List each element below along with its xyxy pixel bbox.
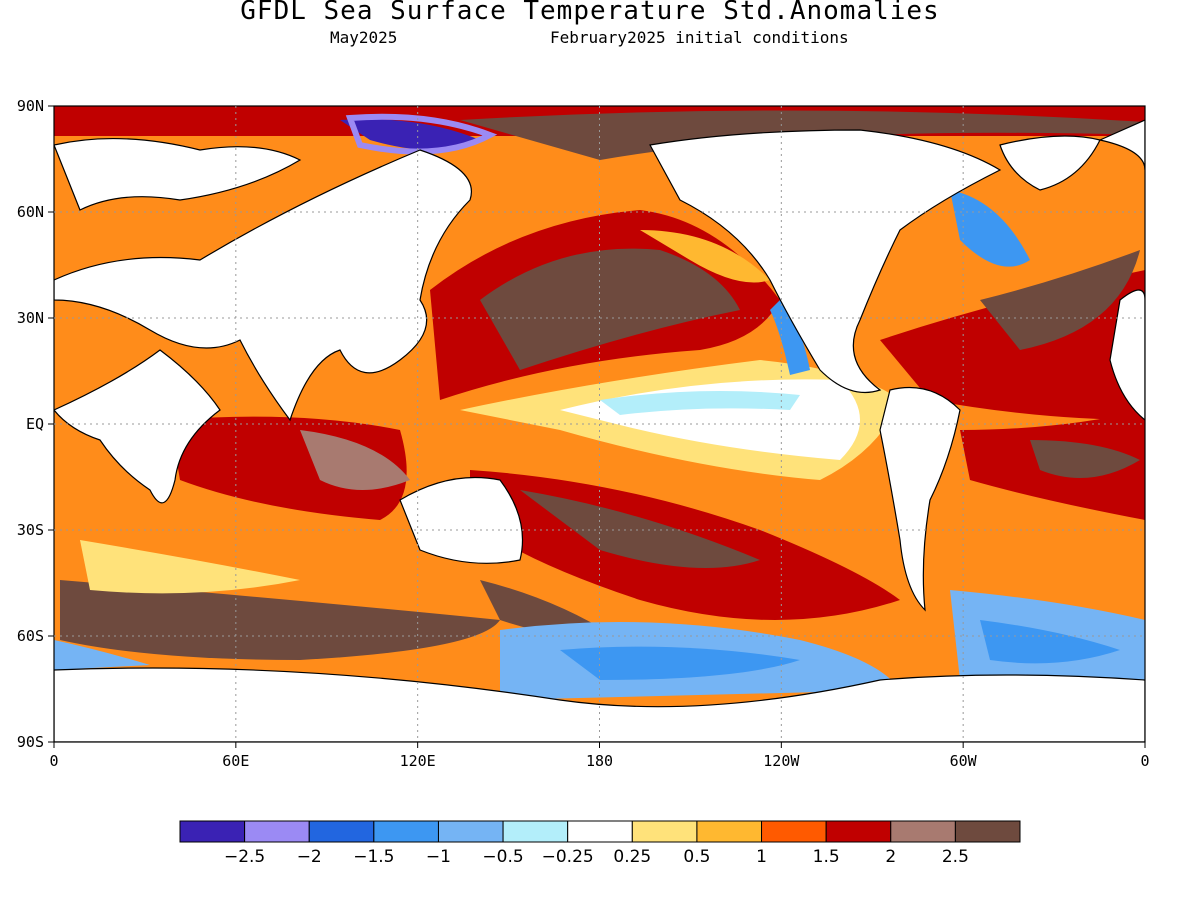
calif-cool bbox=[770, 300, 810, 375]
colorbar-label: −1.5 bbox=[353, 847, 394, 867]
colorbar-swatch bbox=[179, 820, 246, 843]
colorbar: −2.5 −2 −1.5 −1 −0.5 −0.25 0.25 0.5 1 1.5 2 2.5 bbox=[179, 820, 1021, 867]
lat-tick-label: 30N bbox=[17, 309, 44, 327]
initial-conditions: February2025 initial conditions bbox=[550, 28, 849, 47]
colorbar-swatch bbox=[631, 820, 698, 843]
colorbar-swatch bbox=[761, 820, 827, 843]
lon-tick-label: 0 bbox=[1140, 752, 1149, 770]
n-atlantic-core bbox=[980, 250, 1140, 350]
scandinavia bbox=[1098, 119, 1145, 171]
lon-axis: 0 60E 120E 180 120W 60W 0 bbox=[49, 742, 1150, 770]
colorbar-label: −1 bbox=[426, 847, 451, 867]
colorbar-label: 0.5 bbox=[683, 847, 710, 867]
lon-tick-label: 60W bbox=[950, 752, 978, 770]
africa bbox=[54, 349, 221, 504]
arctic-cold-patch bbox=[340, 119, 480, 150]
s-indian-mix bbox=[80, 540, 300, 594]
greenland bbox=[999, 135, 1101, 191]
colorbar-swatch bbox=[308, 820, 375, 843]
land bbox=[54, 119, 1145, 742]
indian-ocean-core bbox=[300, 430, 410, 490]
eurasia bbox=[54, 149, 472, 422]
s-pacific-core bbox=[520, 490, 760, 568]
s-atlantic-cool-core bbox=[980, 620, 1120, 664]
lat-tick-label: 60N bbox=[17, 203, 44, 221]
colorbar-swatch bbox=[502, 820, 569, 843]
north-america bbox=[649, 129, 1002, 394]
lat-tick-label: EQ bbox=[26, 415, 44, 433]
arctic-cold-edge bbox=[345, 113, 498, 155]
colorbar-swatch bbox=[696, 820, 763, 843]
colorbar-label: −2 bbox=[297, 847, 322, 867]
colorbar-swatch bbox=[825, 820, 892, 843]
lon-tick-label: 60E bbox=[222, 752, 249, 770]
colorbar-swatch bbox=[890, 820, 956, 843]
south-america bbox=[879, 386, 961, 612]
antarctic-cool-core bbox=[560, 646, 800, 680]
colorbar-label: 0.25 bbox=[613, 847, 651, 867]
ne-pacific-band bbox=[640, 230, 770, 283]
colorbar-label: −0.25 bbox=[542, 847, 594, 867]
colorbar-swatch bbox=[437, 820, 504, 843]
sw-indian-cool bbox=[54, 640, 150, 670]
colorbar-swatch bbox=[373, 820, 439, 843]
lat-tick-label: 90S bbox=[17, 733, 44, 751]
lon-tick-label: 120E bbox=[400, 752, 436, 770]
gridlines bbox=[54, 106, 1145, 742]
colorbar-label: −0.5 bbox=[482, 847, 523, 867]
lat-tick-label: 90N bbox=[17, 97, 44, 115]
forecast-month: May2025 bbox=[330, 28, 398, 47]
labrador-cool bbox=[950, 190, 1030, 267]
colorbar-label: −2.5 bbox=[224, 847, 265, 867]
australia bbox=[399, 476, 523, 564]
colorbar-label: 1.5 bbox=[813, 847, 840, 867]
siberia-coast bbox=[54, 138, 302, 211]
colorbar-swatch bbox=[567, 820, 633, 843]
lat-tick-label: 30S bbox=[17, 521, 44, 539]
colorbar-label: 1 bbox=[756, 847, 767, 867]
eq-cool-streak bbox=[600, 391, 800, 415]
colorbar-label: 2 bbox=[885, 847, 896, 867]
n-pacific-core bbox=[480, 248, 740, 370]
lon-tick-label: 120W bbox=[763, 752, 800, 770]
southern-ocean-warm bbox=[60, 580, 500, 660]
chart-title: GFDL Sea Surface Temperature Std.Anomali… bbox=[240, 0, 940, 26]
colorbar-swatch bbox=[244, 820, 310, 843]
lat-tick-label: 60S bbox=[17, 627, 44, 645]
trop-atlantic-core bbox=[1030, 440, 1140, 478]
colorbar-swatch bbox=[954, 820, 1021, 843]
lat-axis: 90N 60N 30N EQ 30S 60S 90S bbox=[17, 97, 54, 751]
colorbar-label: 2.5 bbox=[942, 847, 969, 867]
lon-tick-label: 180 bbox=[586, 752, 613, 770]
lon-tick-label: 0 bbox=[49, 752, 58, 770]
antarctica bbox=[54, 667, 1145, 742]
